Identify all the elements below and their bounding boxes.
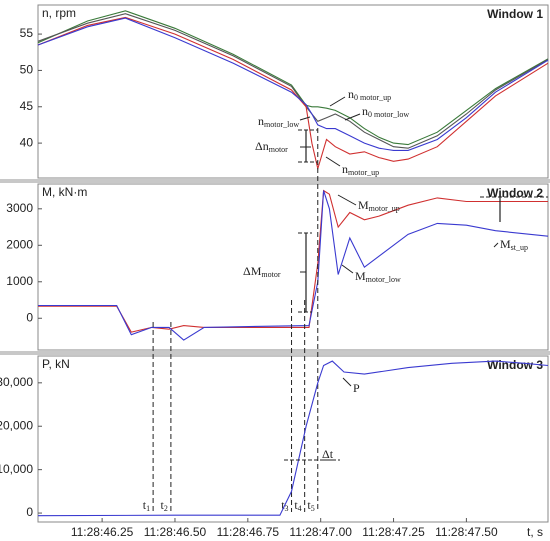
event-label-sub: 5 — [311, 504, 315, 513]
annotation-main: M — [500, 237, 511, 251]
event-label-sub: 2 — [164, 504, 168, 513]
annotation-main: n — [362, 104, 368, 118]
annotation-main: P — [353, 381, 360, 395]
annotation-sub: motor_low — [366, 275, 401, 284]
y-tick-label: 3000 — [6, 201, 33, 215]
event-label-sub: 4 — [298, 504, 302, 513]
annotation-main: Δn — [255, 139, 269, 153]
event-label-main: t — [161, 498, 165, 512]
y-tick-label: 20,000 — [0, 418, 33, 432]
annotation-main: n — [348, 87, 354, 101]
x-tick-label: 11:28:47.25 — [362, 525, 425, 539]
y-tick-label: 50 — [20, 63, 34, 77]
x-tick-label: 11:28:46.25 — [71, 525, 134, 539]
x-axis-label: t, s — [527, 525, 543, 539]
separator — [0, 179, 550, 183]
annotation-leader — [325, 156, 341, 167]
annotation: n0 motor_low — [362, 104, 409, 119]
event-label-main: t — [143, 498, 147, 512]
annotation: ΔMmotor — [243, 264, 281, 279]
event-label-sub: 3 — [285, 504, 289, 513]
y-axis-label: P, kN — [42, 357, 70, 371]
annotation: n0 motor_up — [348, 87, 391, 102]
annotation-main: M — [358, 198, 369, 212]
event-label-sub: 1 — [146, 504, 150, 513]
y-tick-label: 55 — [20, 26, 34, 40]
event-label: t1 — [143, 498, 150, 513]
x-tick-label: 11:28:46.75 — [217, 525, 280, 539]
annotation-sub: st_up — [511, 243, 528, 252]
plot-frame — [37, 183, 549, 351]
annotation-sub: 0 motor_low — [368, 110, 409, 119]
annotation: nmotor_low — [258, 114, 299, 129]
y-tick-label: 1000 — [6, 274, 33, 288]
annotation: Mmotor_up — [358, 198, 400, 213]
annotation-sub: motor_up — [369, 204, 400, 213]
panel-title: Window 2 — [487, 186, 543, 200]
series-line — [37, 13, 549, 149]
y-tick-label: 45 — [20, 99, 34, 113]
annotation-main: ΔM — [243, 264, 262, 278]
series-line — [37, 10, 549, 146]
annotation-leader — [344, 113, 361, 121]
annotation-sub: motor_low — [264, 120, 299, 129]
series-line — [37, 360, 549, 517]
event-label: t3 — [281, 498, 288, 513]
event-label-main: t — [281, 498, 285, 512]
event-label: t4 — [294, 498, 301, 513]
panel-title: Window 3 — [487, 358, 543, 372]
annotation: Δnmotor — [255, 139, 288, 154]
annotation-sub: motor — [269, 145, 288, 154]
y-tick-label: 2000 — [6, 237, 33, 251]
annotation-leader — [329, 96, 346, 107]
annotation-main: n — [258, 114, 264, 128]
annotation-leader — [342, 377, 352, 387]
event-label-main: t — [307, 498, 311, 512]
y-axis-label: n, rpm — [42, 6, 76, 20]
annotation: Mmotor_low — [355, 269, 401, 284]
annotation-sub: motor_up — [348, 168, 379, 177]
annotation-leader — [341, 264, 354, 274]
annotation-sub: motor — [261, 270, 280, 279]
x-tick-label: 11:28:47.50 — [435, 525, 498, 539]
y-tick-label: 40 — [20, 135, 34, 149]
annotation-main: Δt — [322, 447, 334, 461]
x-tick-label: 11:28:47.00 — [289, 525, 352, 539]
plot-frame — [37, 4, 549, 179]
x-tick-label: 11:28:46.50 — [144, 525, 207, 539]
event-label-main: t — [294, 498, 298, 512]
y-tick-label: 0 — [26, 310, 33, 324]
separator — [0, 351, 550, 355]
plot-frame — [37, 355, 549, 523]
y-tick-label: 10,000 — [0, 462, 33, 476]
series-line — [37, 16, 549, 171]
y-axis-label: M, kN·m — [42, 185, 87, 199]
panel-title: Window 1 — [487, 7, 543, 21]
annotation: Δt — [322, 447, 334, 461]
y-tick-label: 0 — [26, 505, 33, 519]
series-line — [37, 17, 549, 151]
annotation-main: M — [355, 269, 366, 283]
annotation-leader — [299, 116, 311, 121]
event-label: t5 — [307, 498, 314, 513]
annotation-main: n — [342, 162, 348, 176]
annotation: Mst_up — [500, 237, 528, 252]
annotation: P — [353, 381, 360, 395]
annotation: nmotor_up — [342, 162, 379, 177]
y-tick-label: 30,000 — [0, 375, 33, 389]
series-line — [38, 190, 549, 341]
event-label: t2 — [161, 498, 168, 513]
annotation-leader — [337, 194, 357, 206]
annotation-leader — [493, 242, 499, 248]
annotation-sub: 0 motor_up — [354, 93, 391, 102]
